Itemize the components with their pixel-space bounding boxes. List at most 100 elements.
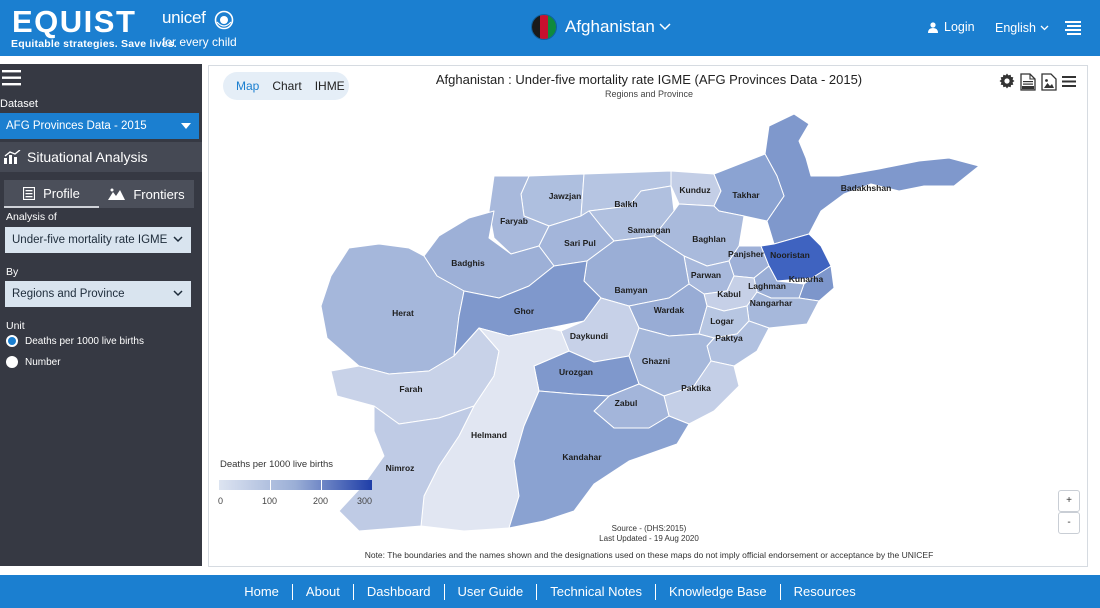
map-panel: Badakhshan Kunduz Takhar Jawzjan Balkh F… [208, 65, 1088, 567]
tab-profile-label: Profile [43, 185, 80, 201]
province-takhar[interactable] [713, 153, 785, 222]
login-button[interactable]: Login [928, 20, 975, 34]
legend-tick: 200 [313, 496, 329, 506]
map-subtitle: Regions and Province [604, 89, 694, 99]
footer-link-technical-notes[interactable]: Technical Notes [537, 583, 657, 600]
province-badakhshan[interactable] [764, 113, 980, 245]
province-label: Farah [399, 384, 422, 394]
unicef-tagline: for every child [162, 35, 237, 49]
xlsx-icon[interactable] [1020, 73, 1036, 96]
country-selector[interactable]: Afghanistan [531, 13, 671, 41]
country-name: Afghanistan [565, 17, 655, 36]
view-tab-map[interactable]: Map [236, 79, 260, 93]
province-label: Kunduz [679, 185, 710, 195]
map-title: Afghanistan : Under-five mortality rate … [435, 72, 863, 87]
map-toolbar [999, 73, 1081, 96]
tab-frontiers-label: Frontiers [133, 186, 185, 202]
equist-tagline: Equitable strategies. Save lives. [11, 38, 177, 50]
footer-nav: Home About Dashboard User Guide Technica… [0, 575, 1100, 608]
province-label: Paktya [715, 333, 743, 343]
dataset-value: AFG Provinces Data - 2015 [6, 120, 147, 132]
image-export-icon[interactable] [1041, 73, 1057, 96]
footer-link-home[interactable]: Home [231, 583, 293, 600]
footer-link-about[interactable]: About [293, 583, 354, 600]
province-label: Panjsher [728, 249, 765, 259]
caret-down-icon [181, 123, 191, 129]
province-label: Ghor [514, 306, 535, 316]
province-map: Badakhshan Kunduz Takhar Jawzjan Balkh F… [320, 113, 980, 532]
chart-icon [4, 150, 21, 164]
dataset-label: Dataset [0, 98, 38, 110]
source-line: Source - (DHS:2015) [611, 524, 687, 533]
frontiers-icon [108, 188, 126, 200]
unit-option-number[interactable]: Number [6, 356, 61, 368]
dataset-select[interactable]: AFG Provinces Data - 2015 [0, 113, 199, 139]
zoom-in-button[interactable]: + [1058, 490, 1080, 512]
province-label: Badakhshan [841, 183, 892, 193]
legend-color-scale [219, 480, 372, 490]
view-tab-chart[interactable]: Chart [272, 79, 302, 93]
zoom-out-button[interactable]: - [1058, 512, 1080, 534]
chevron-down-icon [173, 290, 183, 297]
section-title: Situational Analysis [27, 149, 148, 165]
province-label: Samangan [628, 225, 671, 235]
province-label: Logar [710, 316, 734, 326]
login-label: Login [944, 20, 975, 34]
analysis-value: Under-five mortality rate IGME [12, 234, 168, 246]
province-label: Ghazni [642, 356, 670, 366]
province-label: Kabul [717, 289, 741, 299]
by-select[interactable]: Regions and Province [5, 281, 191, 307]
by-value: Regions and Province [12, 288, 125, 300]
unit-option-label: Number [25, 356, 61, 368]
footer-link-dashboard[interactable]: Dashboard [354, 583, 445, 600]
province-label: Balkh [614, 199, 637, 209]
province-label: Badghis [451, 258, 485, 268]
unit-option-deaths[interactable]: Deaths per 1000 live births [6, 335, 144, 347]
equist-logo[interactable]: EQUIST [12, 4, 137, 39]
radio-selected-icon [6, 335, 18, 347]
tab-frontiers[interactable]: Frontiers [99, 180, 194, 208]
legend-tick: 100 [262, 496, 278, 506]
sidebar: Dataset AFG Provinces Data - 2015 Situat… [0, 64, 202, 566]
footer-link-knowledge-base[interactable]: Knowledge Base [656, 583, 781, 600]
legend-title: Deaths per 1000 live births [220, 459, 334, 470]
province-kandahar[interactable] [508, 390, 690, 529]
province-label: Baghlan [692, 234, 726, 244]
unit-option-label: Deaths per 1000 live births [25, 335, 144, 347]
afghanistan-flag-icon [531, 14, 557, 40]
province-label: Kunarha [789, 274, 824, 284]
province-label: Kandahar [562, 452, 602, 462]
province-label: Faryab [500, 216, 528, 226]
footer-link-resources[interactable]: Resources [793, 583, 856, 599]
province-label: Parwan [691, 270, 721, 280]
chevron-down-icon [1040, 25, 1049, 31]
province-label: Nimroz [386, 463, 415, 473]
province-nimroz[interactable] [338, 405, 475, 532]
radio-unselected-icon [6, 356, 18, 368]
province-label: Takhar [732, 190, 760, 200]
language-label: English [995, 21, 1036, 35]
sidebar-toggle-icon[interactable] [2, 70, 21, 86]
language-selector[interactable]: English [995, 21, 1049, 35]
analysis-select[interactable]: Under-five mortality rate IGME [5, 227, 191, 253]
disclaimer-note: Note: The boundaries and the names shown… [364, 550, 934, 560]
source-info: Source - (DHS:2015) Last Updated - 19 Au… [209, 524, 1089, 544]
province-label: Bamyan [614, 285, 647, 295]
chevron-down-icon [659, 23, 671, 31]
view-tab-ihme[interactable]: IHME [314, 79, 345, 93]
province-label: Zabul [615, 398, 638, 408]
unicef-logo[interactable]: unicef [162, 8, 206, 27]
menu-icon[interactable] [1062, 73, 1076, 96]
analysis-of-label: Analysis of [6, 211, 57, 223]
menu-icon[interactable] [1065, 21, 1081, 35]
legend-tick: 300 [357, 496, 373, 506]
footer-link-user-guide[interactable]: User Guide [445, 583, 538, 600]
province-label: Paktika [681, 383, 711, 393]
situational-analysis-header[interactable]: Situational Analysis [0, 142, 202, 172]
province-label: Helmand [471, 430, 507, 440]
unicef-globe-icon [214, 10, 234, 30]
last-updated: Last Updated - 19 Aug 2020 [599, 534, 699, 543]
tab-profile[interactable]: Profile [4, 180, 99, 208]
gear-icon[interactable] [999, 73, 1015, 96]
profile-icon [23, 186, 36, 200]
